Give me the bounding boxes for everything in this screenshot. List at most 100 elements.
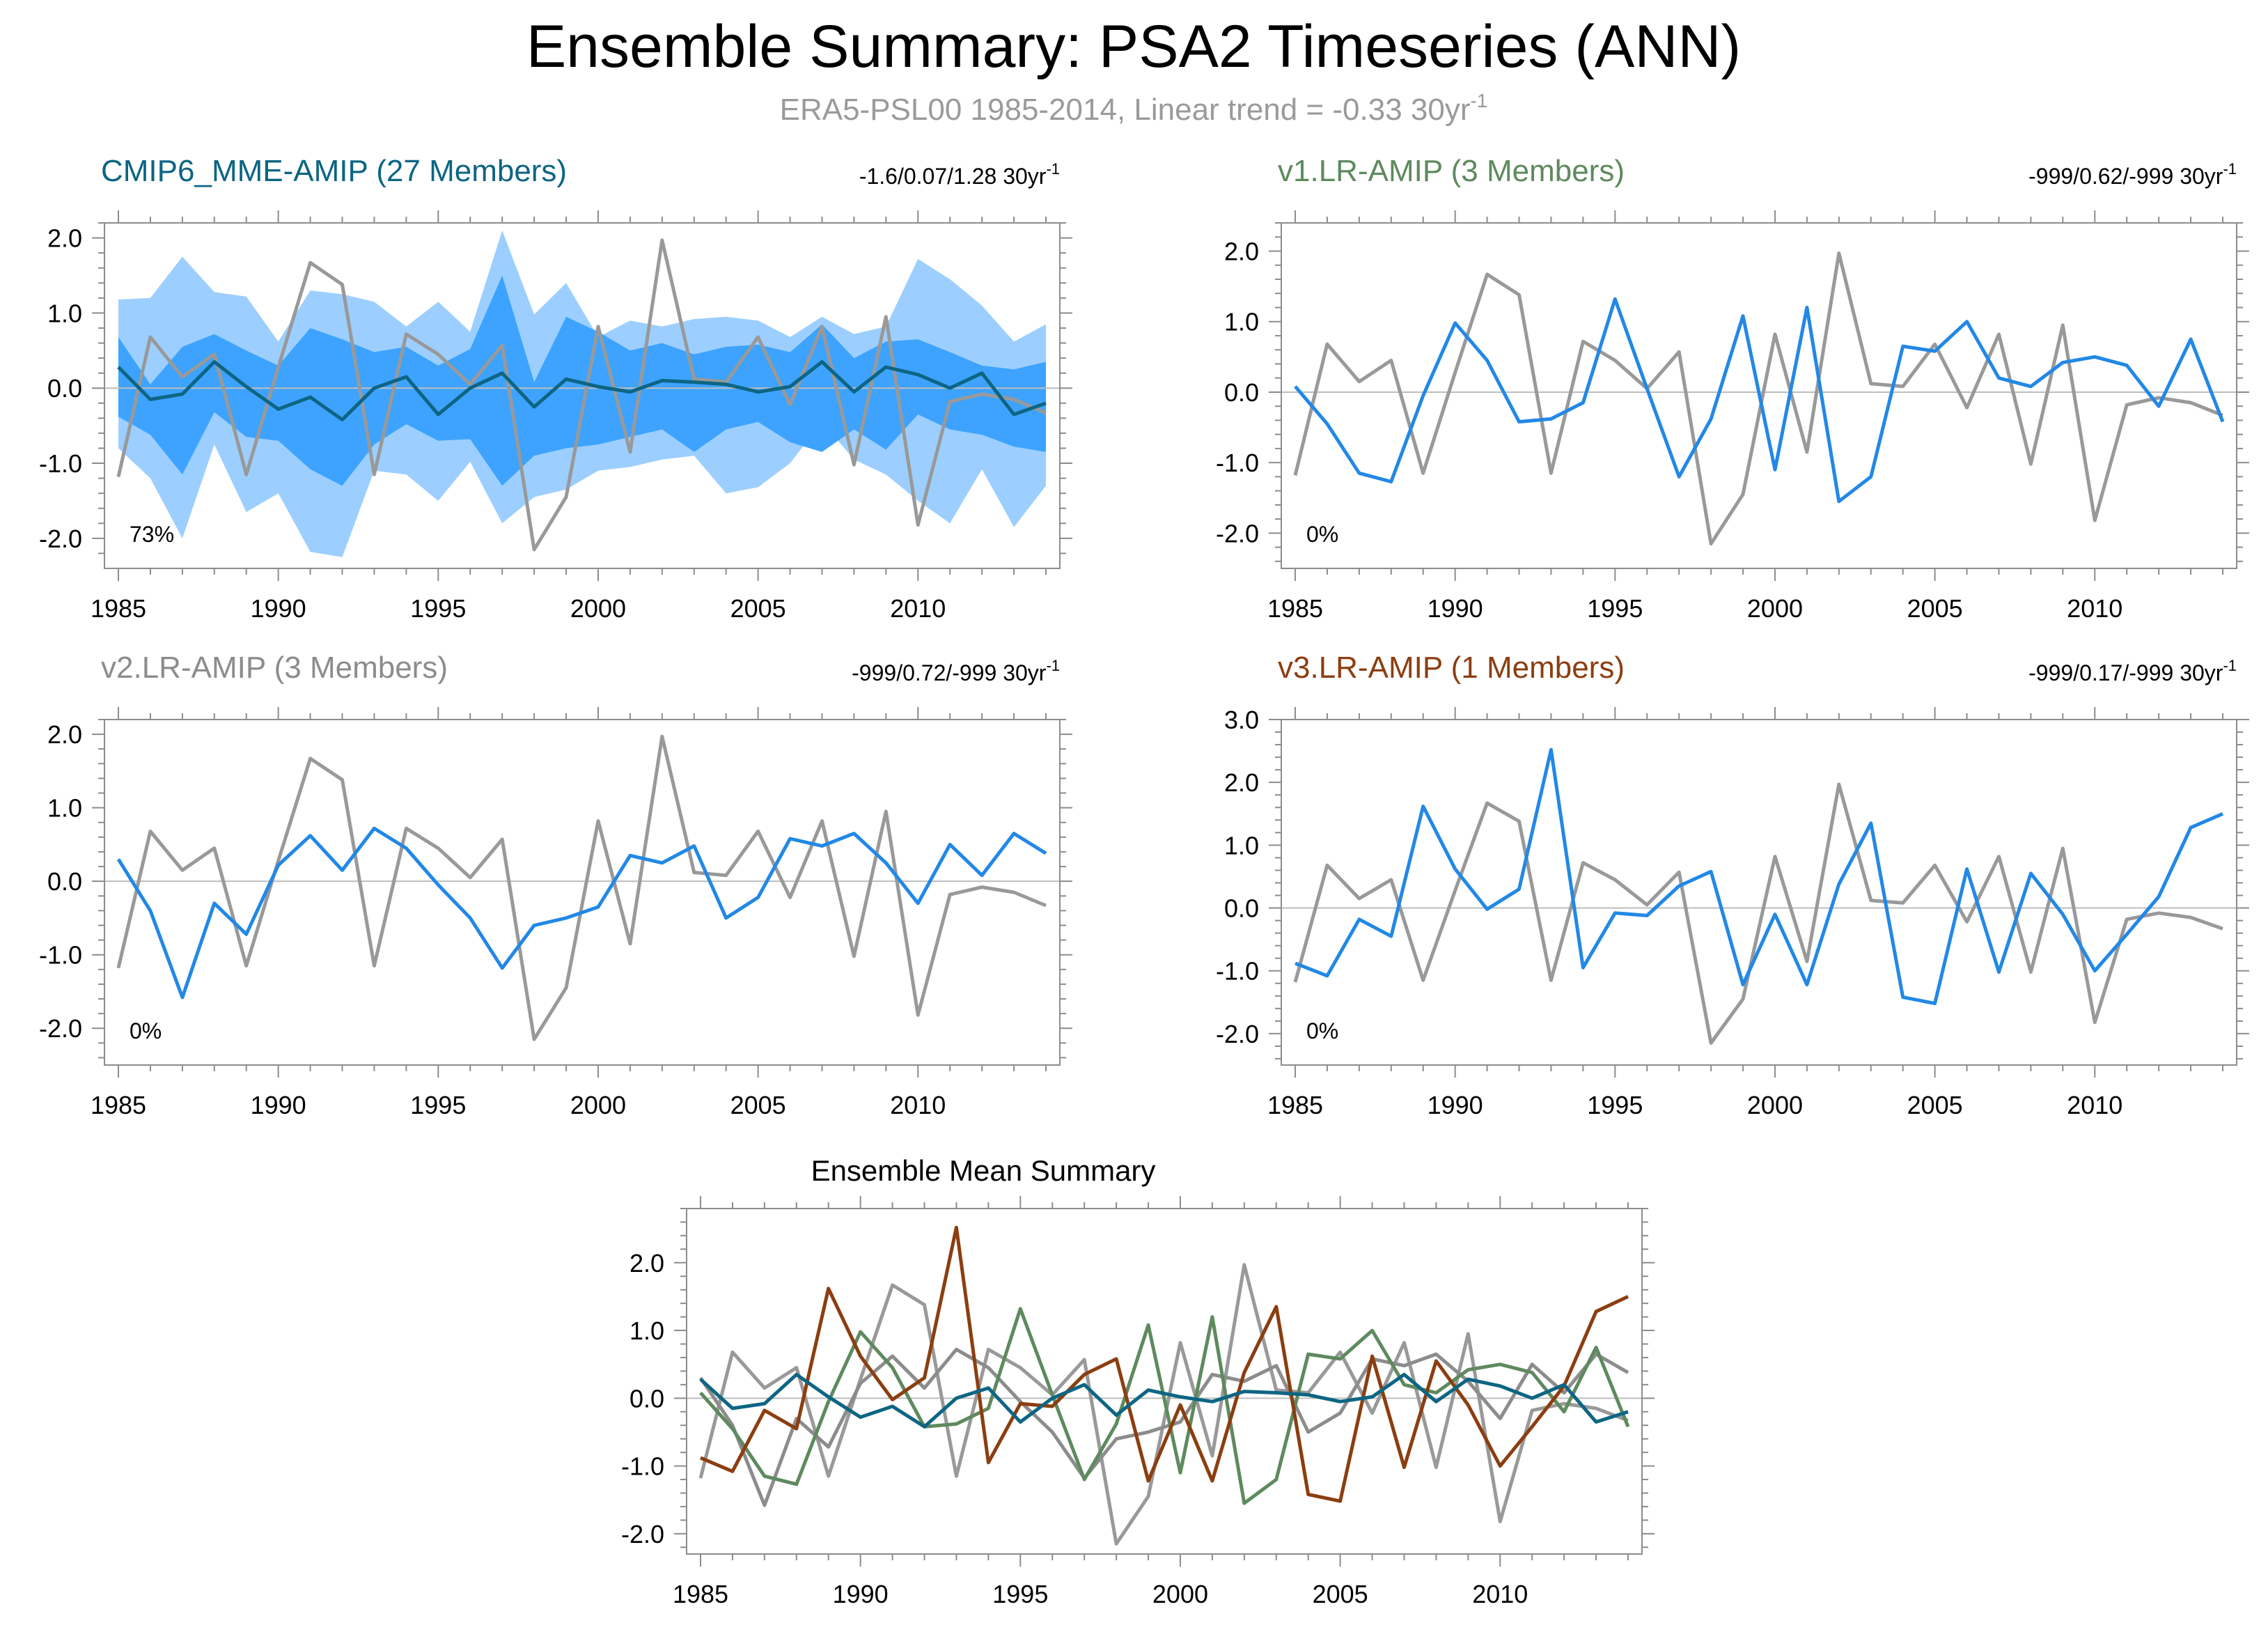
x-tick-label: 2000 — [570, 1091, 626, 1119]
x-tick-label: 2005 — [730, 594, 786, 623]
y-tick-label: 0.0 — [47, 867, 82, 896]
panel-cmip6: 1985 1990 1995 2000 2005 2010 2.0 1.0 0.0 -1.0 -2.… — [39, 154, 1072, 623]
x-tick-label: 1995 — [1587, 594, 1643, 623]
y-tick-label: 0.0 — [47, 374, 82, 403]
x-tick-label: 2010 — [2067, 594, 2122, 623]
series-line-v3-lr-amip — [700, 1225, 1629, 1503]
series-line-v2-lr-amip — [698, 1347, 1629, 1507]
y-tick-label: -1.0 — [621, 1452, 664, 1481]
y-tick-label: -2.0 — [39, 1014, 82, 1043]
series-line-era5 — [1293, 251, 2223, 546]
percent-label: 0% — [1306, 1018, 1338, 1043]
series-line-v3-run — [1295, 747, 2223, 1006]
panel-v1: 1985 1990 1995 2000 2005 2010 2.0 1.0 0.0 -1.0 -2.… — [1216, 154, 2249, 623]
panel-title: CMIP6_MME-AMIP (27 Members) — [101, 154, 567, 188]
x-tick-label: 1995 — [992, 1580, 1048, 1608]
y-tick-label: 0.0 — [629, 1384, 664, 1413]
plot-frame — [104, 719, 1061, 1066]
y-tick-label: -1.0 — [1216, 449, 1259, 477]
x-tick-label: 2000 — [570, 594, 626, 623]
x-tick-label: 1995 — [1587, 1091, 1643, 1119]
panel-title: v3.LR-AMIP (1 Members) — [1278, 651, 1625, 685]
y-tick-label: -1.0 — [1216, 957, 1259, 986]
figure-subtitle: ERA5-PSL00 1985-2014, Linear trend = -0.… — [780, 90, 1488, 127]
y-tick-label: 1.0 — [47, 299, 82, 327]
y-tick-label: -1.0 — [39, 449, 82, 478]
stat-label-sup: -1 — [2223, 160, 2237, 178]
x-tick-label: 1990 — [1428, 1091, 1483, 1119]
stat-label-sup: -1 — [1046, 160, 1060, 178]
figure-subtitle-text: ERA5-PSL00 1985-2014, Linear trend = -0.… — [780, 93, 1471, 127]
band-inner — [118, 275, 1046, 486]
figure-title: Ensemble Summary: PSA2 Timeseries (ANN) — [526, 13, 1741, 80]
x-tick-label: 2010 — [890, 1091, 946, 1119]
panel-v3: 1985 1990 1995 2000 2005 2010 3.0 2.0 1.0 0.0 -1.0… — [1216, 651, 2249, 1119]
plot-frame — [686, 1208, 1643, 1555]
x-tick-label: 2010 — [890, 594, 946, 623]
series-line-cmip6-mean — [117, 360, 1047, 421]
x-tick-label: 1990 — [251, 1091, 306, 1119]
stat-label-text: -999/0.62/-999 30yr — [2028, 164, 2223, 189]
y-tick-label: 2.0 — [47, 224, 82, 253]
y-tick-label: 2.0 — [47, 720, 82, 749]
x-tick-label: 1990 — [251, 594, 306, 623]
x-tick-label: 1995 — [410, 594, 466, 623]
x-tick-label: 2005 — [1907, 594, 1963, 623]
y-tick-label: -2.0 — [1216, 1020, 1259, 1048]
x-tick-label: 1990 — [833, 1580, 889, 1608]
stat-label-text: -999/0.17/-999 30yr — [2028, 660, 2223, 685]
x-tick-label: 1995 — [410, 1091, 466, 1119]
y-tick-label: 0.0 — [1224, 894, 1259, 923]
percent-label: 0% — [1306, 522, 1338, 547]
panel-mean: 1985 1990 1995 2000 2005 2010 2.0 1.0 0.0 -1.0 -2.… — [621, 1154, 1655, 1608]
y-tick-label: 1.0 — [629, 1316, 664, 1345]
x-tick-label: 2005 — [730, 1091, 786, 1119]
y-tick-label: 2.0 — [1224, 768, 1259, 797]
y-tick-label: 2.0 — [629, 1249, 664, 1277]
x-tick-label: 2005 — [1907, 1091, 1963, 1119]
y-tick-label: 2.0 — [1224, 237, 1259, 265]
x-tick-label: 1985 — [1267, 594, 1323, 623]
panel-title: v1.LR-AMIP (3 Members) — [1278, 154, 1625, 188]
y-tick-label: -2.0 — [39, 525, 82, 553]
series-line-v2-mean — [116, 826, 1047, 1000]
y-tick-label: -2.0 — [1216, 519, 1259, 547]
series-line-era5 — [1293, 782, 2223, 1045]
series-line-cmip6-mme-amip — [699, 1372, 1629, 1429]
y-tick-label: 0.0 — [1224, 378, 1259, 407]
x-tick-label: 2005 — [1313, 1580, 1368, 1608]
panel-title: v2.LR-AMIP (3 Members) — [101, 651, 448, 685]
series-line-era5 — [116, 238, 1047, 552]
plot-frame — [104, 222, 1061, 569]
y-tick-label: 3.0 — [1224, 706, 1259, 734]
y-tick-label: -1.0 — [39, 941, 82, 970]
x-tick-label: 2000 — [1747, 594, 1803, 623]
stat-label: -1.6/0.07/1.28 30yr-1 — [859, 160, 1060, 189]
stat-label: -999/0.17/-999 30yr-1 — [2028, 657, 2237, 685]
percent-label: 73% — [130, 522, 174, 547]
stat-label: -999/0.72/-999 30yr-1 — [852, 657, 1060, 685]
x-tick-label: 1985 — [673, 1580, 728, 1608]
panel-title: Ensemble Mean Summary — [811, 1154, 1156, 1187]
panels: 1985 1990 1995 2000 2005 2010 2.0 1.0 0.0 -1.0 -2.… — [39, 154, 2249, 1608]
stat-label-text: -999/0.72/-999 30yr — [852, 660, 1047, 685]
panel-v2: 1985 1990 1995 2000 2005 2010 2.0 1.0 0.0 -1.0 -2.… — [39, 651, 1072, 1119]
plot-frame — [1281, 222, 2237, 569]
percent-label: 0% — [130, 1018, 162, 1043]
y-tick-label: 1.0 — [1224, 831, 1259, 860]
x-tick-label: 1990 — [1428, 594, 1483, 623]
series-line-v1-mean — [1294, 297, 2225, 504]
x-tick-label: 1985 — [91, 594, 146, 623]
x-tick-label: 2000 — [1152, 1580, 1208, 1608]
y-tick-label: -2.0 — [621, 1520, 664, 1548]
x-tick-label: 2010 — [1472, 1580, 1528, 1608]
y-tick-label: 1.0 — [1224, 308, 1259, 336]
x-tick-label: 1985 — [91, 1091, 146, 1119]
x-tick-label: 1985 — [1267, 1091, 1323, 1119]
plot-frame — [1281, 719, 2237, 1066]
x-tick-label: 2000 — [1747, 1091, 1803, 1119]
y-tick-label: 1.0 — [47, 794, 82, 823]
stat-label: -999/0.62/-999 30yr-1 — [2028, 160, 2237, 189]
figure-subtitle-sup: -1 — [1470, 90, 1487, 111]
